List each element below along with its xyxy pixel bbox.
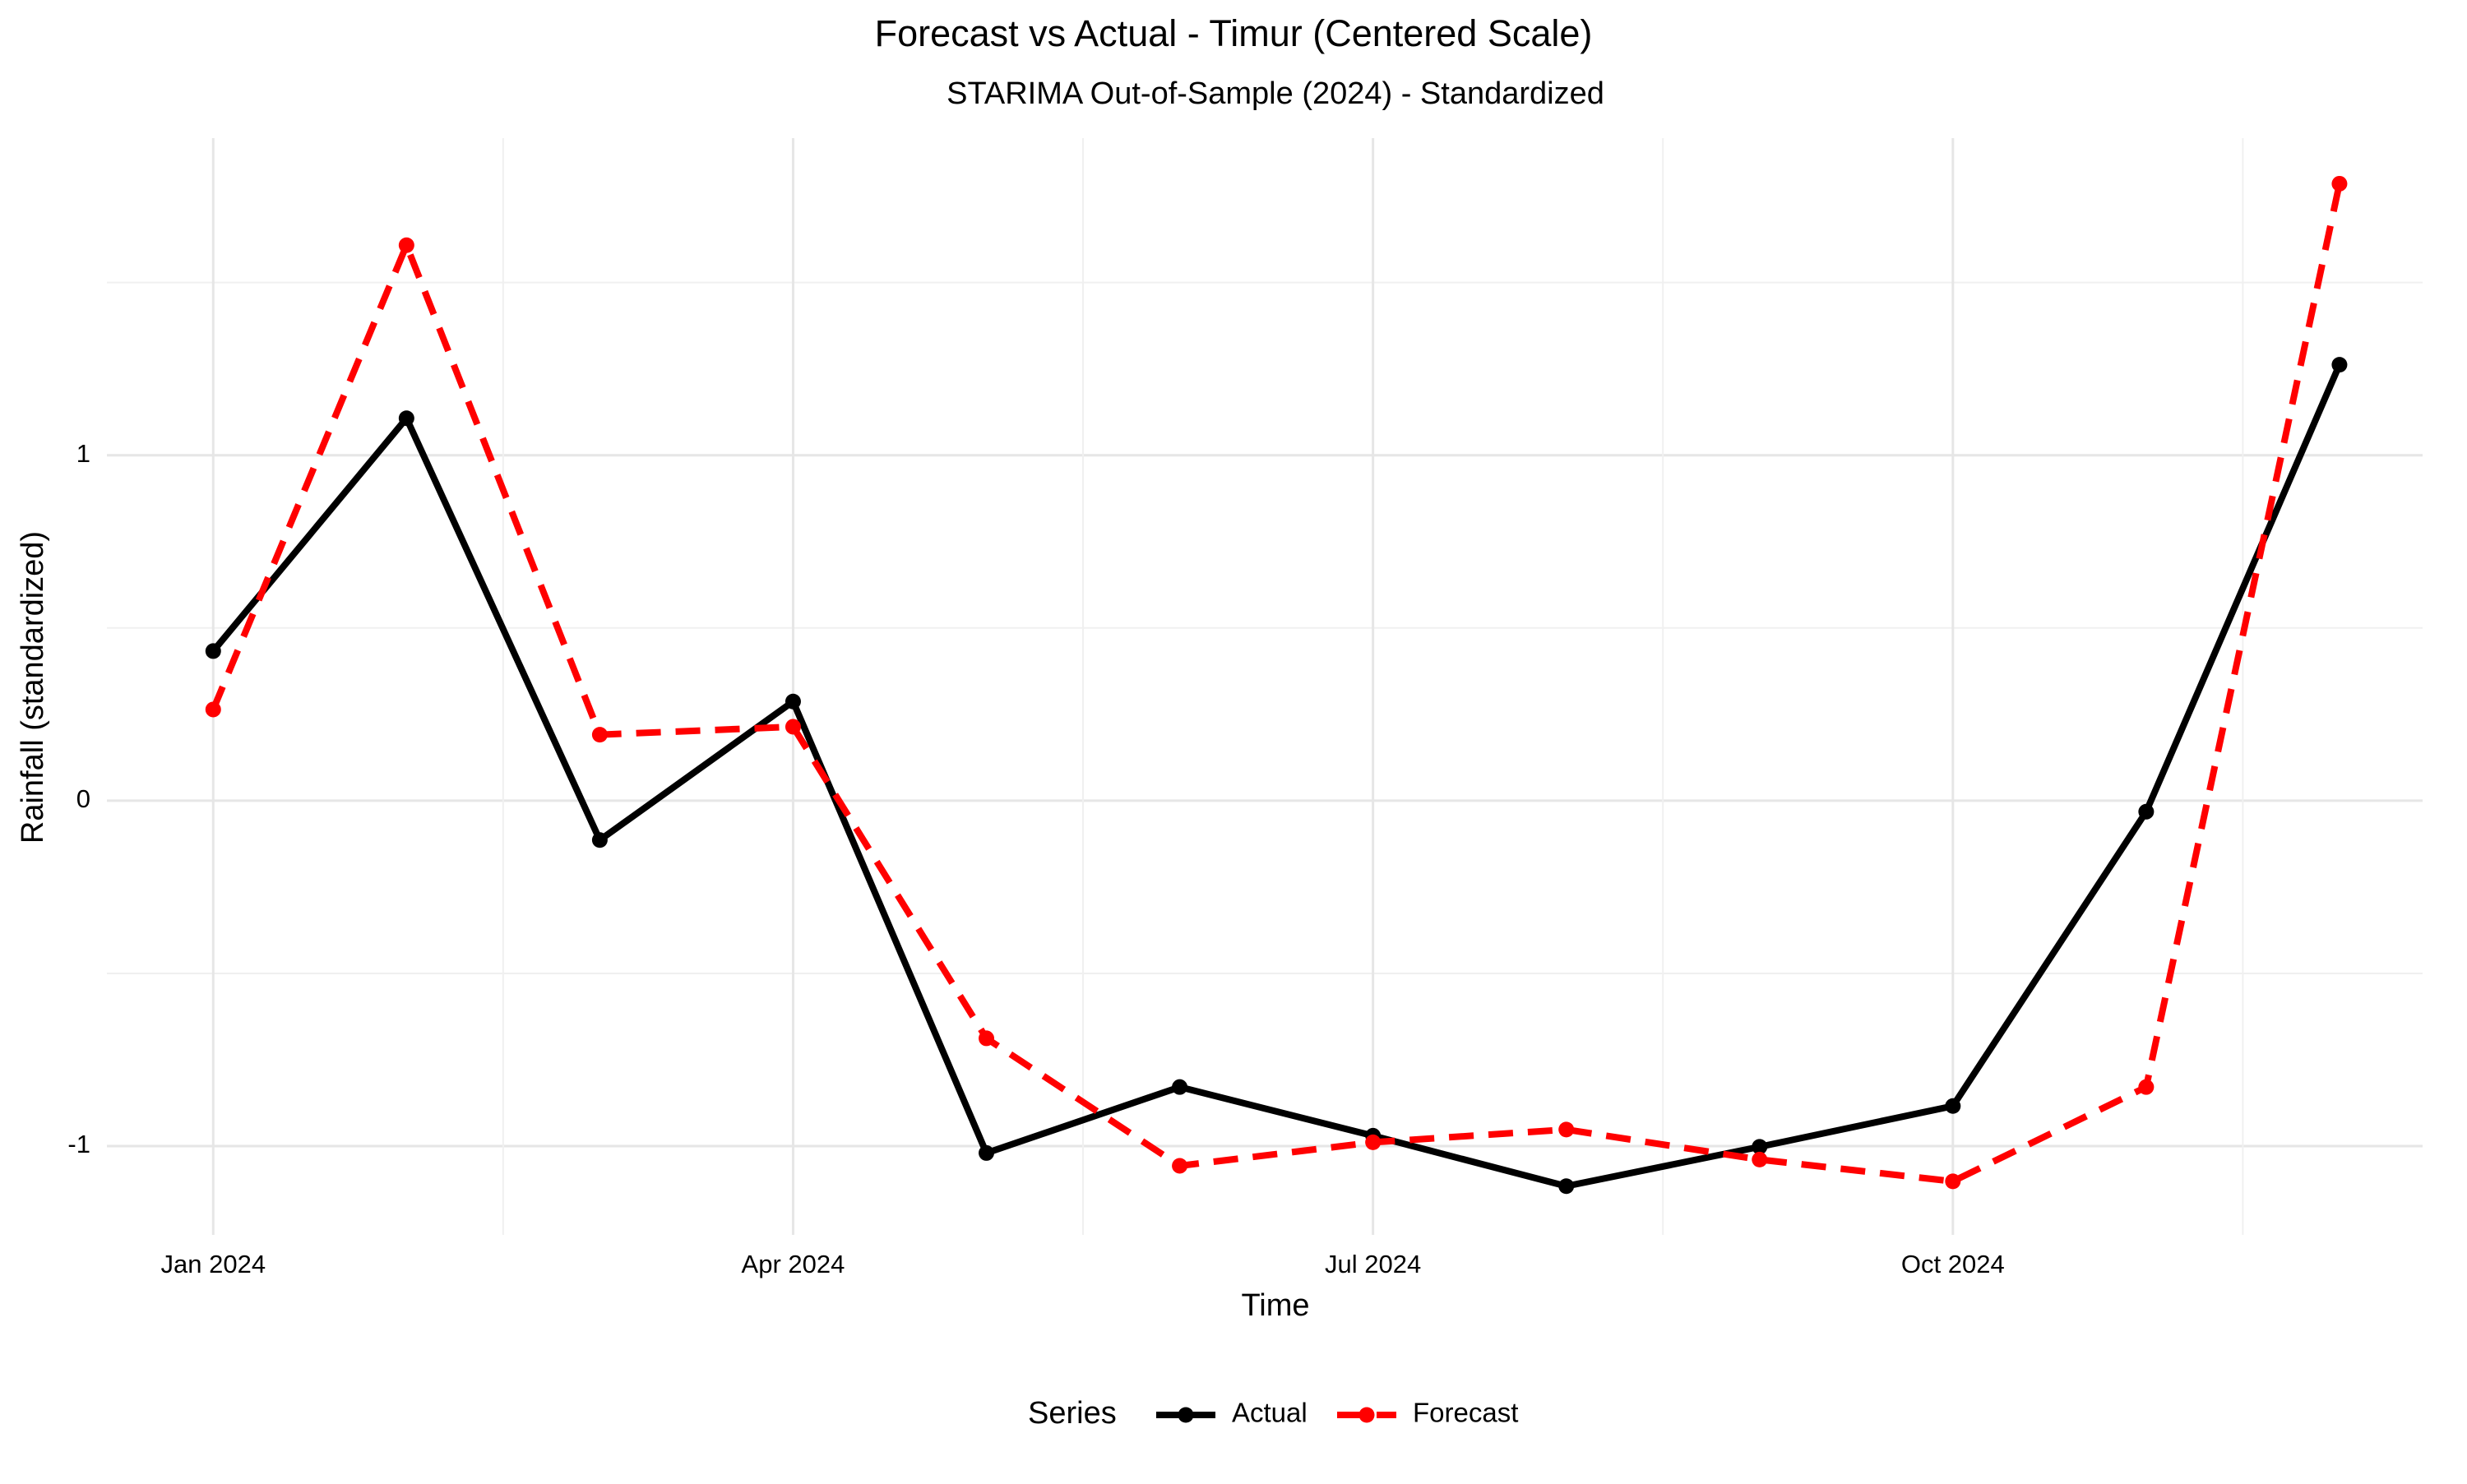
y-tick-label: 1: [76, 439, 90, 468]
data-point: [979, 1030, 995, 1047]
grid: -1 0 1 Jan 2024 Apr 2024 Jul 2024 Oct 2024: [67, 138, 2423, 1278]
series-line: [211, 363, 2343, 1190]
data-point: [1558, 1121, 1575, 1138]
x-tick-label: Oct 2024: [1901, 1250, 2005, 1278]
data-point: [1945, 1098, 1961, 1114]
data-point: [979, 1144, 995, 1161]
series-line: [210, 183, 2343, 1185]
chart-title: Forecast vs Actual - Timur (Centered Sca…: [875, 12, 1593, 54]
legend-title: Series: [1028, 1396, 1117, 1431]
data-point: [205, 701, 221, 718]
x-axis-title: Time: [1241, 1288, 1309, 1323]
data-point: [1172, 1158, 1188, 1174]
data-point: [205, 643, 221, 659]
data-point: [1365, 1134, 1382, 1150]
data-point: [1752, 1139, 1768, 1155]
x-tick-label: Jan 2024: [161, 1250, 266, 1278]
x-tick-label: Jul 2024: [1325, 1250, 1421, 1278]
data-point: [2138, 803, 2155, 820]
data-point: [398, 410, 414, 427]
data-point: [1945, 1173, 1961, 1190]
data-point: [591, 832, 608, 848]
y-tick-label: -1: [67, 1130, 90, 1158]
data-point: [1558, 1178, 1575, 1195]
legend: Series Actual Forecast: [1028, 1396, 1518, 1431]
plot-marks: [205, 175, 2348, 1195]
data-point: [2138, 1079, 2155, 1095]
data-point: [1752, 1151, 1768, 1167]
y-axis-title: Rainfall (standardized): [16, 531, 50, 844]
legend-label: Actual: [1232, 1398, 1308, 1428]
data-point: [1172, 1079, 1188, 1095]
data-point: [398, 237, 414, 253]
legend-key-point: [1178, 1407, 1194, 1423]
legend-key-point: [1358, 1407, 1375, 1423]
x-tick-label: Apr 2024: [742, 1250, 845, 1278]
y-tick-label: 0: [76, 784, 90, 813]
data-point: [591, 727, 608, 743]
data-point: [785, 693, 801, 710]
data-point: [785, 719, 801, 735]
legend-label: Forecast: [1413, 1398, 1518, 1428]
data-point: [2331, 357, 2348, 373]
chart-subtitle: STARIMA Out-of-Sample (2024) - Standardi…: [947, 76, 1604, 111]
data-point: [2331, 175, 2348, 192]
